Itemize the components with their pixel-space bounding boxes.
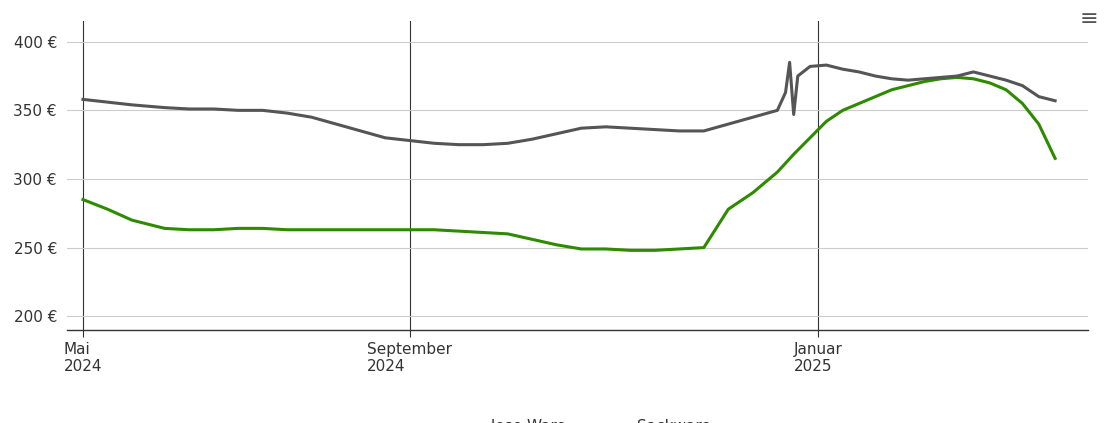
Text: ≡: ≡ bbox=[1079, 9, 1098, 29]
Legend: lose Ware, Sackware: lose Ware, Sackware bbox=[437, 412, 717, 423]
